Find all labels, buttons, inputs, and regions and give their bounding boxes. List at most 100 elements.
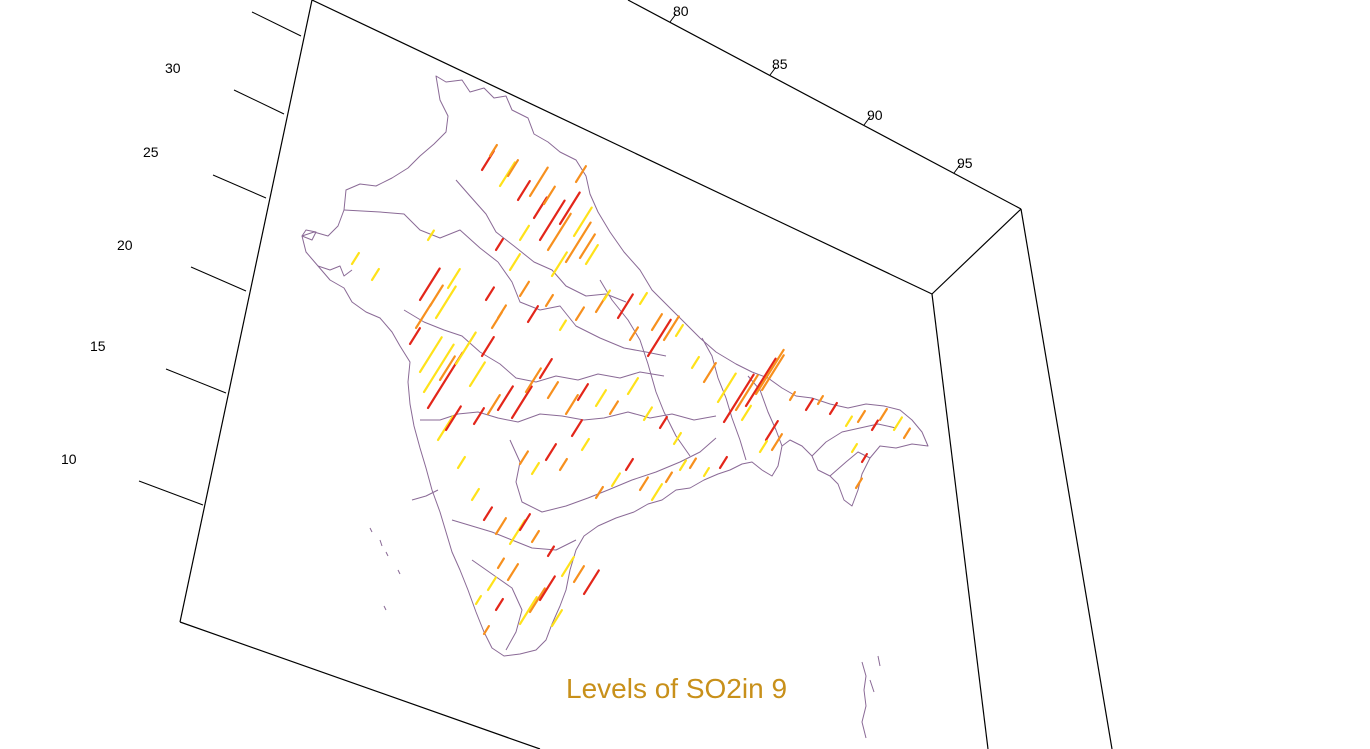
so2-segment-mid: [638, 476, 650, 492]
so2-segment-mid: [816, 395, 825, 406]
so2-segment-mid: [542, 185, 556, 206]
frame-inner-right-edge: [931, 293, 989, 749]
so2-segment-low: [650, 483, 664, 502]
so2-segment-high: [494, 597, 504, 612]
so2-segment-low: [638, 291, 649, 306]
so2-segment-mid: [494, 517, 507, 536]
so2-segment-low: [434, 285, 457, 320]
so2-segment-low: [456, 455, 466, 470]
so2-segment-high: [570, 419, 584, 438]
so2-segment-high: [418, 267, 441, 302]
so2-segment-mid: [506, 563, 520, 582]
so2-segment-mid: [558, 457, 569, 472]
so2-segment-mid: [506, 159, 520, 178]
so2-segment-mid: [564, 394, 579, 416]
so2-segment-low: [594, 389, 608, 408]
latitude-axis: 30 25 20 15 10: [61, 11, 302, 506]
so2-segment-low: [422, 343, 455, 394]
so2-segment-low: [418, 336, 443, 374]
lon-tick-mark: [953, 164, 961, 174]
so2-segment-mid: [524, 367, 542, 394]
so2-segment-mid: [664, 471, 674, 484]
so2-segment-high: [658, 415, 669, 430]
state-boundary: [509, 437, 717, 513]
frame-bottom-edge: [179, 621, 541, 749]
so2-segment-high: [646, 318, 672, 358]
so2-segment-mid: [578, 233, 596, 260]
lat-tick-label-25: 25: [143, 144, 159, 160]
so2-segment-high: [496, 385, 514, 412]
so2-segment-low: [716, 372, 737, 404]
so2-segment-high: [616, 293, 634, 320]
so2-segment-low: [436, 415, 454, 442]
state-boundary: [455, 179, 627, 303]
so2-segment-mid: [438, 355, 456, 382]
so2-segment-mid: [564, 221, 592, 264]
so2-segment-high: [516, 180, 531, 202]
so2-segment-high: [722, 373, 755, 424]
so2-segment-low: [580, 437, 591, 452]
so2-segment-mid: [486, 394, 501, 416]
state-boundary: [411, 489, 439, 501]
so2-segment-low: [508, 253, 522, 272]
so2-segment-low: [678, 459, 688, 472]
lat-tick-label-20: 20: [117, 237, 133, 253]
so2-segment-mid: [528, 587, 546, 614]
coast-detail: [317, 265, 353, 277]
lat-tick-mark: [251, 11, 302, 37]
frame-inner-diagonal: [931, 208, 1022, 295]
so2-segment-low: [560, 555, 575, 578]
so2-segment-high: [482, 506, 493, 522]
so2-segment-low: [602, 289, 612, 302]
so2-segment-low: [518, 224, 531, 242]
so2-segment-high: [484, 286, 495, 302]
frame-top-edge: [627, 0, 1022, 210]
so2-segment-low: [530, 461, 541, 476]
so2-segment-low: [672, 431, 683, 446]
so2-segment-high: [518, 513, 532, 532]
lat-tick-mark: [212, 174, 267, 199]
so2-segment-low: [850, 443, 859, 454]
so2-segment-mid: [628, 326, 640, 342]
so2-segment-high: [546, 545, 556, 558]
so2-segment-low: [550, 609, 564, 628]
state-boundary: [829, 451, 871, 477]
so2-segment-high: [494, 237, 504, 252]
state-boundary: [747, 375, 783, 447]
so2-segment-high: [538, 358, 553, 380]
so2-segment-mid: [608, 400, 620, 416]
coast-detail: [301, 229, 317, 241]
so2-segment-high: [582, 569, 600, 596]
so2-segment-low: [426, 229, 435, 242]
so2-segment-high: [870, 419, 880, 432]
state-boundary: [497, 261, 667, 357]
so2-segment-low: [690, 355, 701, 370]
so2-segment-mid: [428, 284, 444, 308]
so2-segment-low: [642, 406, 654, 422]
island-group: [861, 655, 881, 739]
so2-segment-mid: [414, 303, 432, 330]
so2-segment-low: [610, 472, 622, 488]
so2-segment-low: [454, 331, 477, 366]
state-boundary: [811, 423, 897, 457]
so2-segment-high: [718, 455, 729, 470]
state-boundary: [403, 309, 665, 383]
lon-tick-label-90: 90: [867, 107, 883, 123]
lat-tick-mark: [190, 266, 247, 292]
so2-segment-high: [538, 199, 566, 242]
so2-segment-low: [584, 244, 599, 266]
so2-segment-low: [468, 361, 486, 388]
longitude-axis: 80 85 90 95: [669, 3, 973, 174]
lon-tick-mark: [769, 66, 777, 76]
state-boundary: [701, 337, 747, 461]
state-boundary: [420, 411, 717, 423]
so2-segment-low: [674, 323, 685, 338]
so2-segment-mid: [496, 304, 507, 320]
so2-segment-high: [510, 385, 533, 420]
so2-segment-high: [828, 401, 839, 416]
so2-segment-high: [764, 420, 779, 442]
so2-segment-mid: [528, 166, 549, 198]
so2-segment-low: [370, 267, 380, 282]
so2-segment-low: [758, 439, 769, 454]
